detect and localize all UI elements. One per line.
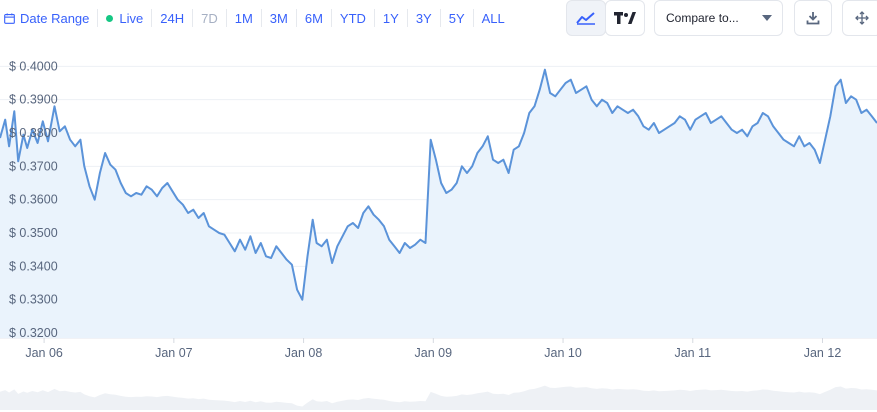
tradingview-button[interactable] [605,0,645,36]
y-tick-label: $ 0.3200 [9,326,58,340]
range-label: 6M [304,10,323,26]
range-button-1y[interactable]: 1Y [373,9,407,27]
range-button-3m[interactable]: 3M [260,9,296,27]
compare-dropdown[interactable]: Compare to... [654,0,783,36]
download-button[interactable] [794,0,832,36]
range-button-6m[interactable]: 6M [295,9,331,27]
line-chart-button[interactable] [566,0,606,36]
tradingview-icon [614,12,636,24]
navigator[interactable] [0,385,877,410]
y-axis-labels: $ 0.4000 $ 0.3900 $ 0.3800 $ 0.3700 $ 0.3600… [9,59,58,340]
x-tick-label: Jan 11 [674,346,711,360]
download-icon [806,12,820,25]
chevron-down-icon [762,15,772,21]
x-tick-label: Jan 09 [415,346,453,360]
time-range-selector: Date Range Live 24H 7D 1M 3M 6M YTD 1Y 3… [0,0,513,36]
range-label: ALL [481,10,505,26]
y-tick-label: $ 0.3500 [9,226,58,240]
x-tick-label: Jan 08 [285,346,323,360]
price-area-fill [0,69,877,338]
x-tick-label: Jan 12 [804,346,842,360]
fullscreen-icon [855,11,869,25]
x-axis-labels: Jan 06 Jan 07 Jan 08 Jan 09 Jan 10 Jan 11 Jan … [25,338,841,360]
line-chart-icon [576,12,595,25]
y-tick-label: $ 0.3600 [9,193,58,207]
range-label: 7D [201,10,218,26]
chart-toolbar: Date Range Live 24H 7D 1M 3M 6M YTD 1Y 3… [0,0,877,36]
live-label: Live [119,10,144,26]
range-label: 24H [160,10,185,26]
range-button-3y[interactable]: 3Y [406,9,440,27]
range-button-5y[interactable]: 5Y [439,9,473,27]
calendar-icon [4,12,15,24]
range-button-24h[interactable]: 24H [151,9,192,27]
range-label: 1Y [382,10,399,26]
range-label: 1M [234,10,253,26]
y-tick-label: $ 0.4000 [9,59,58,73]
live-status-dot [106,14,114,22]
range-button-7d[interactable]: 7D [192,9,226,27]
y-tick-label: $ 0.3300 [9,293,58,307]
range-label: 5Y [448,10,465,26]
x-tick-label: Jan 10 [544,346,582,360]
range-button-ytd[interactable]: YTD [330,9,374,27]
price-line [0,68,877,301]
range-button-all[interactable]: ALL [472,9,513,27]
y-tick-label: $ 0.3800 [9,126,58,140]
y-tick-label: $ 0.3700 [9,159,58,173]
fullscreen-button[interactable] [842,0,877,36]
compare-label: Compare to... [666,11,739,25]
range-label: YTD [339,10,366,26]
range-label: 3M [269,10,288,26]
y-tick-label: $ 0.3900 [9,93,58,107]
date-range-button[interactable]: Date Range [0,9,97,27]
x-tick-label: Jan 06 [25,346,63,360]
live-button[interactable]: Live [97,9,151,27]
range-button-1m[interactable]: 1M [225,9,261,27]
navigator-area [0,385,877,410]
x-tick-label: Jan 07 [155,346,193,360]
range-label: 3Y [415,10,432,26]
y-tick-label: $ 0.3400 [9,259,58,273]
date-range-label: Date Range [20,10,90,26]
